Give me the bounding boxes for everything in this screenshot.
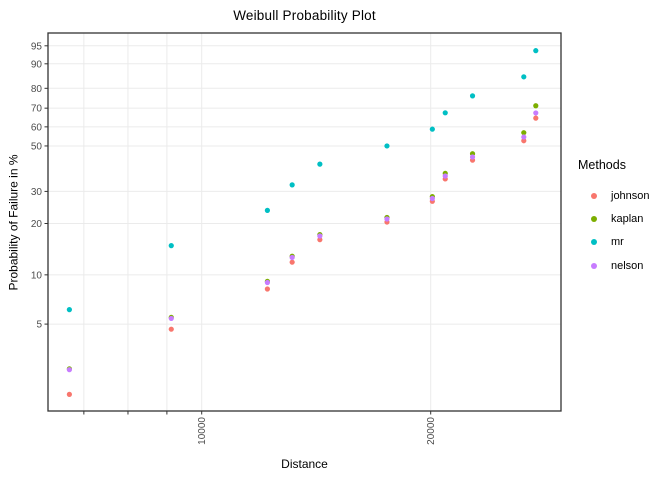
y-tick-label: 90: [31, 59, 43, 70]
legend-key-dot-johnson: [591, 192, 597, 199]
data-point-nelson: [264, 279, 270, 286]
data-point-nelson: [317, 233, 323, 239]
y-tick-label: 70: [31, 104, 43, 115]
legend-item-mr: mr: [578, 231, 672, 254]
y-tick-label: 60: [31, 122, 43, 133]
legend-item-kaplan: kaplan: [578, 207, 672, 230]
data-point-mr: [469, 93, 476, 99]
data-point-johnson: [317, 237, 323, 243]
data-point-mr: [289, 182, 295, 188]
data-point-johnson: [521, 138, 527, 144]
data-point-nelson: [168, 315, 174, 322]
data-point-nelson: [66, 367, 72, 373]
y-tick-label: 20: [31, 219, 43, 230]
legend-key-dot-mr: [591, 239, 597, 246]
legend-title: Methods: [578, 158, 626, 172]
data-point-nelson: [289, 254, 295, 261]
legend-item-label: mr: [611, 236, 624, 249]
legend-item-label: johnson: [611, 189, 650, 202]
y-tick-label: 10: [31, 270, 43, 281]
y-tick-label: 80: [31, 84, 43, 95]
data-point-johnson: [289, 259, 295, 265]
data-point-nelson: [533, 110, 539, 116]
y-tick-label: 50: [31, 141, 43, 152]
data-point-nelson: [521, 134, 527, 140]
data-point-nelson: [469, 154, 476, 160]
plot-title: Weibull Probability Plot: [233, 8, 376, 23]
data-point-nelson: [384, 216, 390, 222]
legend-item-nelson: nelson: [578, 254, 672, 277]
legend-item-label: kaplan: [611, 213, 644, 226]
x-axis-title: Distance: [281, 457, 328, 471]
data-point-mr: [317, 161, 323, 167]
y-axis-title: Probability of Failure in %: [6, 154, 21, 291]
data-point-mr: [442, 110, 448, 116]
legend-key-dot-nelson: [591, 262, 597, 269]
y-tick-label: 30: [31, 187, 43, 198]
data-point-mr: [521, 74, 527, 80]
legend-key-dot-kaplan: [591, 216, 597, 223]
data-point-mr: [264, 207, 270, 213]
x-tick-label: 10000: [197, 417, 208, 445]
x-tick-label: 20000: [426, 417, 437, 445]
data-point-mr: [429, 126, 435, 132]
legend: Methods johnson kaplan mr nelson: [578, 158, 672, 278]
y-tick-label: 95: [31, 41, 43, 52]
data-point-mr: [66, 307, 72, 313]
panel-border: [47, 32, 562, 412]
data-point-johnson: [533, 115, 539, 121]
data-point-nelson: [442, 173, 448, 179]
y-tick-label: 5: [36, 320, 42, 331]
legend-items: johnson kaplan mr nelson: [578, 184, 672, 278]
legend-item-label: nelson: [611, 259, 644, 272]
data-point-mr: [168, 243, 174, 249]
data-point-johnson: [264, 286, 270, 292]
data-point-nelson: [429, 195, 435, 202]
data-point-kaplan: [521, 130, 527, 136]
data-point-johnson: [66, 391, 72, 397]
data-point-mr: [384, 143, 390, 149]
data-point-johnson: [168, 326, 174, 332]
legend-item-johnson: johnson: [578, 184, 672, 207]
data-point-kaplan: [533, 103, 539, 109]
data-point-mr: [533, 48, 539, 54]
